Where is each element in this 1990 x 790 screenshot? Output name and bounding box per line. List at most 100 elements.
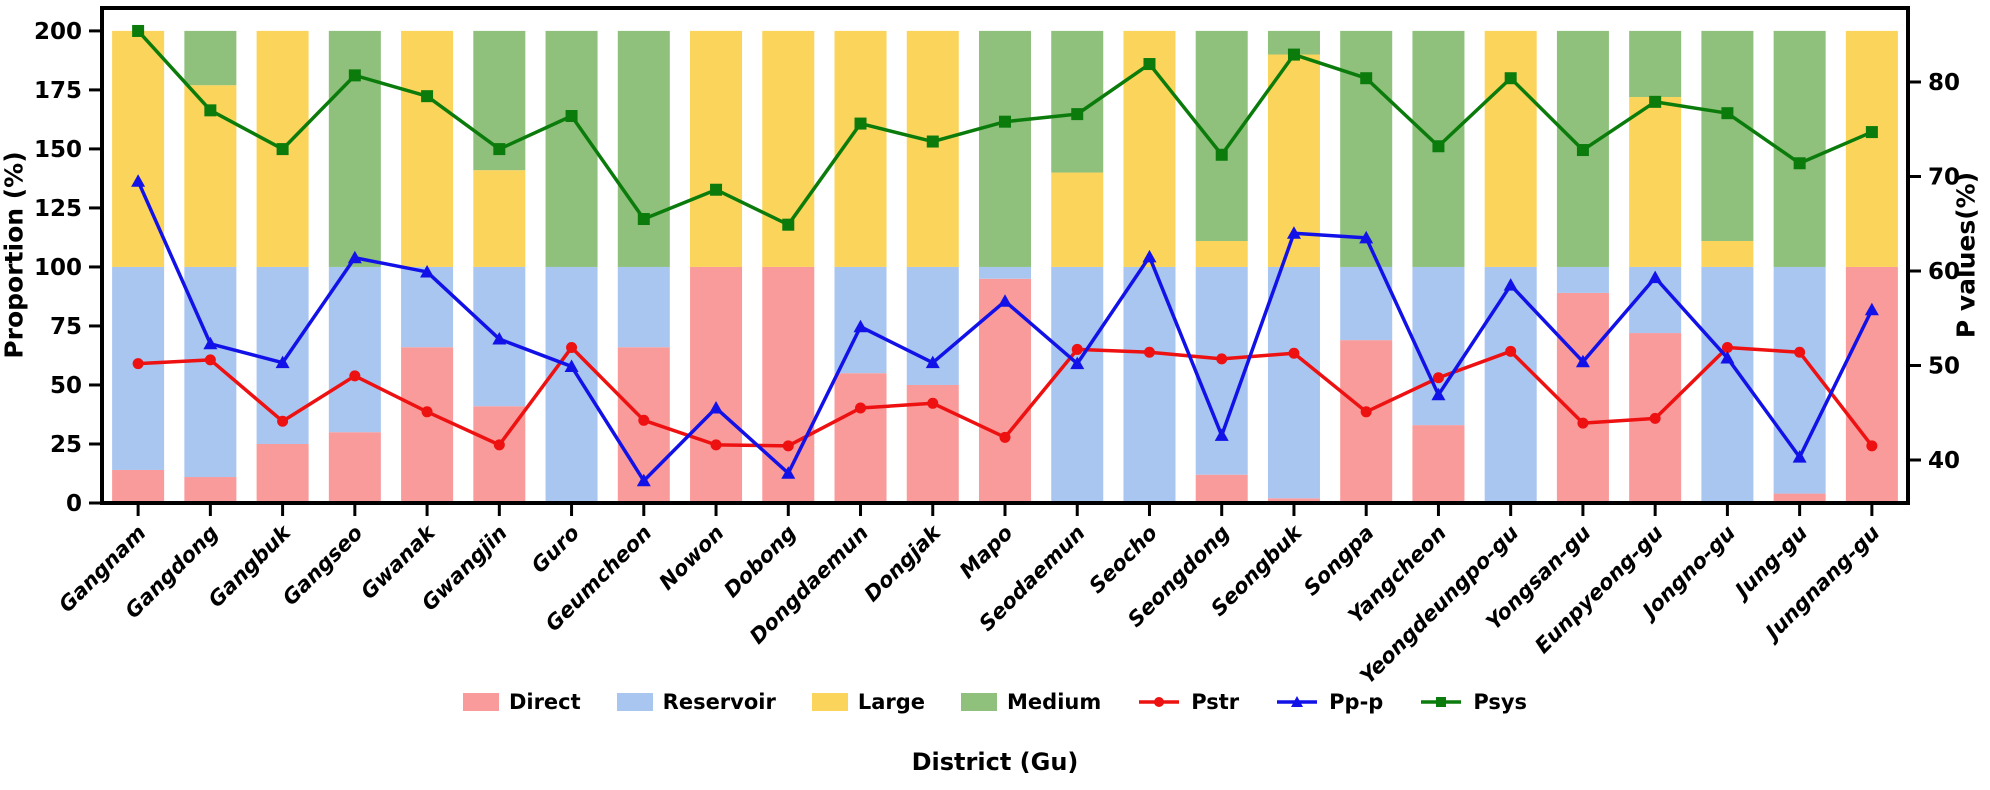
- y2-tick-label: 50: [1928, 354, 1960, 380]
- marker-triangle: [1864, 302, 1879, 316]
- marker-circle: [638, 414, 650, 426]
- marker-circle: [855, 402, 867, 414]
- legend-item-reservoir: Reservoir: [616, 690, 776, 714]
- bar-segment-direct: [401, 347, 454, 503]
- marker-triangle: [1503, 278, 1518, 291]
- bar-segment-medium: [184, 30, 237, 86]
- marker-triangle: [564, 359, 579, 372]
- legend-marker-circle: [1154, 697, 1165, 707]
- marker-circle: [1360, 406, 1372, 418]
- bar-segment-medium: [1773, 30, 1826, 267]
- marker-square: [493, 143, 506, 156]
- legend-swatch-medium: [961, 693, 998, 711]
- legend-item-direct: Direct: [462, 690, 581, 714]
- bar-segment-medium: [1340, 30, 1393, 267]
- marker-square: [1432, 140, 1445, 153]
- legend-line-glyph-pstr: [1139, 697, 1180, 707]
- bar-segment-direct: [256, 443, 309, 503]
- legend-item-medium: Medium: [961, 690, 1101, 714]
- marker-triangle: [275, 355, 290, 369]
- bar-segment-direct: [1412, 425, 1465, 503]
- bar-segment-reservoir: [1412, 266, 1465, 426]
- bar-segment-reservoir: [1484, 266, 1537, 503]
- y-tick-label: 25: [50, 432, 82, 458]
- legend-line-glyph-psys: [1421, 697, 1462, 707]
- bar-segment-reservoir: [1123, 266, 1176, 503]
- bar-segment-reservoir: [256, 266, 309, 444]
- marker-square: [1793, 157, 1806, 170]
- marker-triangle: [781, 466, 796, 479]
- marker-square: [1504, 72, 1517, 85]
- marker-circle: [349, 370, 361, 382]
- y-tick-label: 200: [34, 19, 82, 45]
- marker-circle: [1866, 440, 1878, 452]
- bar-segment-medium: [328, 30, 381, 267]
- line-series-psys: [132, 24, 1878, 231]
- marker-square: [999, 115, 1011, 128]
- y2-tick-label: 80: [1928, 70, 1960, 96]
- marker-triangle: [420, 264, 435, 278]
- marker-circle: [1071, 343, 1083, 355]
- marker-square: [854, 117, 867, 130]
- bar-segment-large: [1629, 96, 1682, 267]
- bar-segment-reservoir: [1051, 266, 1104, 503]
- y2-tick-label: 60: [1928, 259, 1960, 285]
- marker-circle: [999, 431, 1011, 443]
- line-series-pp-p: [131, 174, 1879, 487]
- bar-segment-large: [762, 30, 815, 267]
- left-axis: 0 25 50 75 100 125 150 175 200: [34, 19, 100, 517]
- bar-segment-reservoir: [184, 266, 237, 478]
- bar-segment-reservoir: [617, 266, 670, 348]
- bar-segment-direct: [328, 432, 381, 503]
- bar-segment-reservoir: [328, 266, 381, 433]
- y-tick-label: 75: [50, 314, 82, 340]
- marker-circle: [566, 342, 578, 354]
- legend-label: Pstr: [1191, 690, 1240, 714]
- marker-circle: [1432, 372, 1444, 384]
- marker-circle: [1794, 346, 1806, 358]
- marker-triangle: [1648, 270, 1663, 284]
- marker-circle: [204, 354, 216, 366]
- marker-circle: [421, 406, 433, 418]
- marker-circle: [927, 397, 939, 409]
- bar-segment-medium: [1629, 30, 1682, 97]
- marker-circle: [1216, 353, 1228, 365]
- bar-segment-large: [1051, 172, 1104, 267]
- y-tick-label: 150: [34, 137, 82, 163]
- plot-frame: [100, 6, 1910, 505]
- bar-segment-large: [690, 30, 743, 267]
- x-tick-label: Eunpyeong-gu: [1530, 521, 1667, 658]
- bar-segment-reservoir: [978, 266, 1032, 279]
- bar-segment-large: [906, 30, 959, 267]
- bar-segment-large: [401, 30, 454, 267]
- x-tick-label: Dongjak: [860, 519, 947, 606]
- legend-line-glyph-pp-p: [1277, 696, 1318, 707]
- bar-segment-direct: [1845, 266, 1898, 503]
- y2-tick-label: 70: [1928, 165, 1960, 191]
- bar-segment-direct: [1773, 493, 1826, 503]
- legend-label: Reservoir: [662, 690, 776, 714]
- marker-square: [1649, 95, 1662, 108]
- y2-tick-label: 40: [1928, 448, 1960, 474]
- marker-triangle: [925, 355, 940, 369]
- marker-square: [1071, 108, 1084, 121]
- bar-segment-direct: [112, 469, 165, 503]
- line-series-pstr: [132, 342, 1878, 452]
- marker-circle: [710, 439, 722, 451]
- legend-marker-triangle: [1291, 696, 1304, 707]
- bar-segment-direct: [1556, 292, 1609, 503]
- marker-circle: [132, 358, 144, 370]
- bar-segment-reservoir: [545, 266, 598, 503]
- y-tick-label: 100: [34, 255, 82, 281]
- y-tick-label: 0: [66, 491, 82, 517]
- marker-square: [1215, 148, 1228, 161]
- marker-square: [276, 143, 289, 156]
- legend-label: Medium: [1007, 690, 1102, 714]
- marker-square: [926, 135, 939, 148]
- legend-swatch-large: [811, 693, 848, 711]
- bar-segment-direct: [978, 278, 1032, 503]
- marker-square: [565, 110, 578, 123]
- bar-segment-large: [1123, 30, 1176, 267]
- x-axis-title: District (Gu): [911, 748, 1079, 776]
